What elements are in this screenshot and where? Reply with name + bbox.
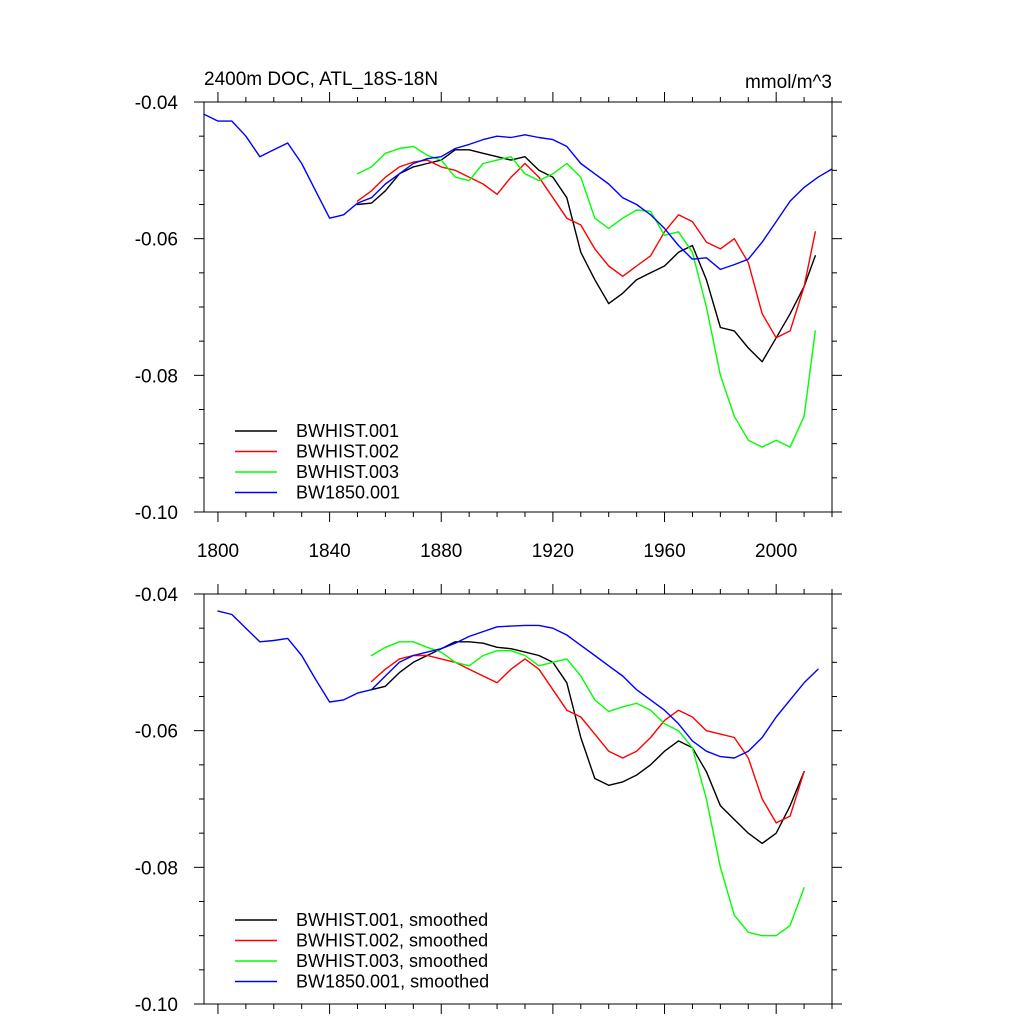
series-line bbox=[356, 159, 816, 339]
series-line bbox=[370, 641, 805, 937]
x-tick-label: 1840 bbox=[308, 541, 350, 562]
units-label: mmol/m^3 bbox=[745, 72, 832, 93]
y-tick-label: -0.06 bbox=[135, 230, 178, 251]
series-line bbox=[217, 610, 819, 759]
x-tick-label: 2000 bbox=[755, 541, 797, 562]
y-tick-label: -0.04 bbox=[135, 585, 179, 606]
series-line bbox=[203, 113, 833, 271]
series-line bbox=[370, 654, 805, 824]
y-tick-label: -0.08 bbox=[135, 366, 178, 387]
y-tick-label: -0.08 bbox=[135, 858, 178, 879]
x-tick-label: 1880 bbox=[420, 541, 462, 562]
legend-label: BWHIST.002 bbox=[296, 442, 399, 462]
legend-label: BWHIST.002, smoothed bbox=[296, 931, 488, 951]
top-panel: -0.04 -0.06 -0.08 -0.10 1800 1840 1880 1920 1960… bbox=[135, 69, 842, 562]
x-tick-label: 1960 bbox=[643, 541, 685, 562]
x-tick-label: 1920 bbox=[532, 541, 574, 562]
x-tick-label: 1800 bbox=[197, 541, 239, 562]
y-tick-label: -0.10 bbox=[135, 503, 178, 524]
legend-label: BWHIST.001, smoothed bbox=[296, 910, 488, 930]
legend-label: BW1850.001 bbox=[296, 483, 400, 503]
legend-label: BWHIST.003, smoothed bbox=[296, 951, 488, 971]
plot-frame bbox=[203, 593, 833, 1005]
y-tick-label: -0.06 bbox=[135, 722, 178, 743]
legend-label: BWHIST.001 bbox=[296, 421, 399, 441]
y-tick-label: -0.04 bbox=[135, 93, 179, 114]
bottom-panel: -0.04 -0.06 -0.08 -0.10 BWHIST.001, smoothed… bbox=[135, 584, 842, 1016]
chart-title: 2400m DOC, ATL_18S-18N bbox=[204, 69, 438, 90]
y-tick-label: -0.10 bbox=[135, 995, 178, 1016]
legend-label: BW1850.001, smoothed bbox=[296, 972, 489, 992]
series-line bbox=[356, 149, 816, 363]
plot-frame bbox=[203, 101, 833, 513]
legend-label: BWHIST.003 bbox=[296, 462, 399, 482]
